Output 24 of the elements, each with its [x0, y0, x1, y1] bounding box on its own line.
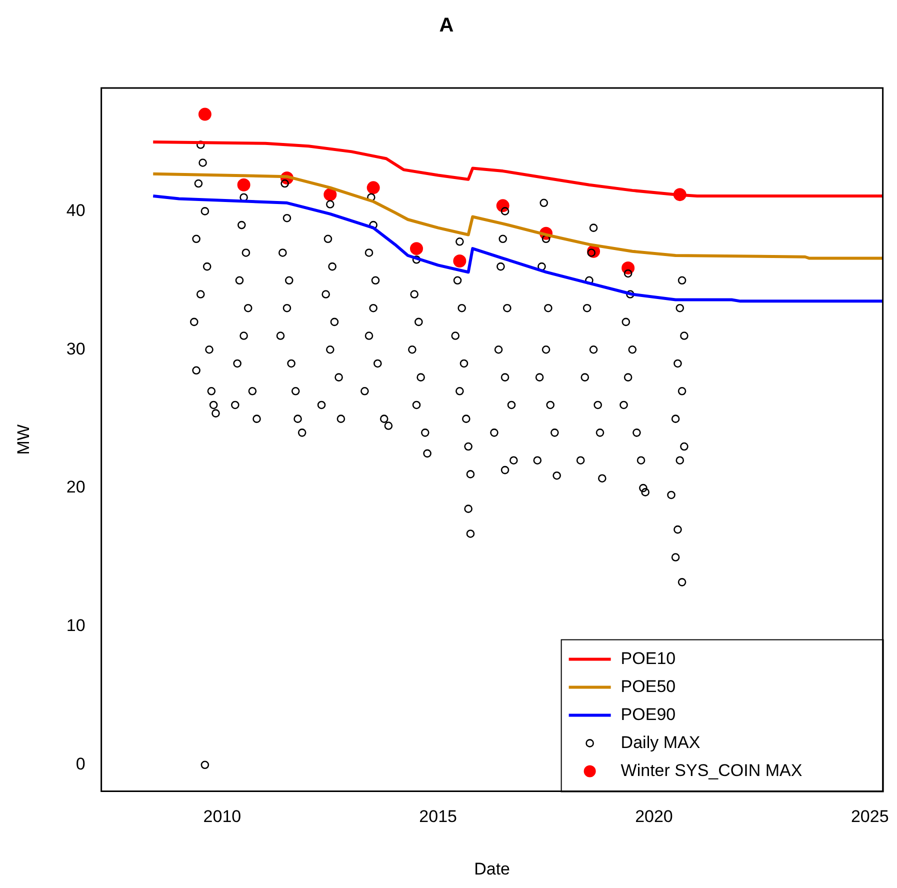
y-tick-label: 30 [66, 339, 86, 358]
x-tick-label: 2010 [203, 807, 242, 826]
point [496, 199, 510, 212]
legend-label: POE50 [620, 676, 676, 696]
y-tick-label: 10 [66, 616, 86, 636]
point [237, 178, 250, 192]
chart-title: A [439, 14, 454, 37]
point [198, 108, 212, 121]
legend-label: Daily MAX [620, 732, 700, 752]
x-axis-title: Date [474, 859, 510, 878]
y-tick-label: 40 [66, 200, 86, 220]
x-tick-label: 2020 [635, 807, 673, 826]
point [366, 181, 380, 194]
x-tick-label: 2025 [850, 807, 889, 826]
point [453, 254, 466, 268]
x-tick-label: 2015 [419, 807, 458, 826]
legend-label: POE90 [620, 704, 676, 724]
point [324, 188, 337, 202]
y-tick-label: 0 [76, 754, 86, 774]
y-axis-title: MW [14, 424, 33, 455]
legend-label: Winter SYS_COIN MAX [620, 760, 802, 780]
legend-label: POE10 [620, 648, 676, 668]
point [410, 242, 423, 256]
y-tick-label: 20 [66, 478, 86, 497]
